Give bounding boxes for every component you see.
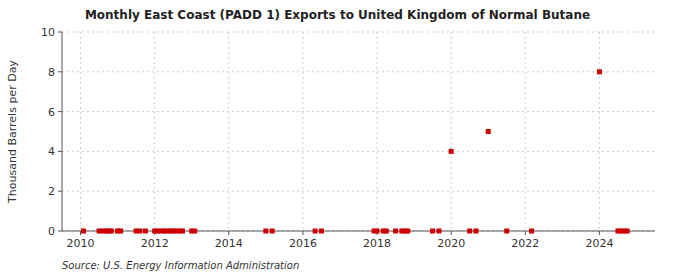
- x-grid-line: [525, 32, 526, 231]
- point: [405, 229, 410, 234]
- point: [137, 229, 142, 234]
- point: [384, 229, 389, 234]
- x-tick-label: 2022: [511, 237, 539, 250]
- x-tick: [80, 231, 81, 235]
- x-axis-line: [62, 231, 655, 232]
- x-grid-line: [599, 32, 600, 231]
- point: [504, 229, 509, 234]
- y-tick: [58, 191, 62, 192]
- point: [473, 229, 478, 234]
- y-tick-label: 10: [41, 26, 55, 39]
- point: [597, 69, 602, 74]
- point: [449, 149, 454, 154]
- x-tick-label: 2014: [215, 237, 243, 250]
- annotation: Source: U.S. Energy Information Administ…: [62, 260, 299, 271]
- y-tick: [58, 151, 62, 152]
- point: [486, 129, 491, 134]
- y-tick-label: 0: [48, 225, 55, 238]
- point: [313, 229, 318, 234]
- x-tick-label: 2024: [585, 237, 613, 250]
- point: [529, 229, 534, 234]
- point: [270, 229, 275, 234]
- y-tick-label: 4: [48, 145, 55, 158]
- point: [436, 229, 441, 234]
- points: [81, 69, 630, 233]
- axes: 2010 2012 2014 2016 2018 2020 2022 2024 0 2 4 6 8 10: [41, 26, 655, 250]
- point: [625, 229, 630, 234]
- x-grid-line: [302, 32, 303, 231]
- y-axis-label: Thousand Barrels per Day: [6, 60, 19, 204]
- x-grid-line: [154, 32, 155, 231]
- x-tick-label: 2010: [67, 237, 95, 250]
- x-tick: [228, 231, 229, 235]
- point: [192, 229, 197, 234]
- point: [263, 229, 268, 234]
- point: [375, 229, 380, 234]
- x-grid-line: [451, 32, 452, 231]
- x-tick: [302, 231, 303, 235]
- x-grid-line: [228, 32, 229, 231]
- y-axis-line: [62, 32, 63, 231]
- point: [319, 229, 324, 234]
- x-tick-label: 2012: [141, 237, 169, 250]
- y-tick-label: 6: [48, 106, 55, 119]
- x-grid-line: [80, 32, 81, 231]
- y-grid-line: [62, 151, 655, 152]
- y-tick: [58, 71, 62, 72]
- x-tick: [525, 231, 526, 235]
- y-tick: [58, 111, 62, 112]
- y-tick-label: 8: [48, 66, 55, 79]
- point: [118, 229, 123, 234]
- grid: [62, 32, 655, 231]
- point: [430, 229, 435, 234]
- y-tick: [58, 231, 62, 232]
- x-tick-label: 2020: [437, 237, 465, 250]
- title: Monthly East Coast (PADD 1) Exports to U…: [85, 8, 590, 22]
- y-grid-line: [62, 191, 655, 192]
- point: [109, 229, 114, 234]
- x-grid-line: [377, 32, 378, 231]
- x-tick-label: 2018: [363, 237, 391, 250]
- y-tick: [58, 32, 62, 33]
- y-grid-line: [62, 231, 655, 232]
- y-grid-line: [62, 111, 655, 112]
- x-tick: [599, 231, 600, 235]
- y-grid-line: [62, 71, 655, 72]
- point: [81, 229, 86, 234]
- point: [143, 229, 148, 234]
- chart: 2010 2012 2014 2016 2018 2020 2022 2024 0 2 4 6 8 10 T…: [0, 0, 675, 275]
- y-tick-label: 2: [48, 185, 55, 198]
- x-tick-label: 2016: [289, 237, 317, 250]
- x-tick: [451, 231, 452, 235]
- point: [180, 229, 185, 234]
- point: [393, 229, 398, 234]
- y-grid-line: [62, 32, 655, 33]
- point: [467, 229, 472, 234]
